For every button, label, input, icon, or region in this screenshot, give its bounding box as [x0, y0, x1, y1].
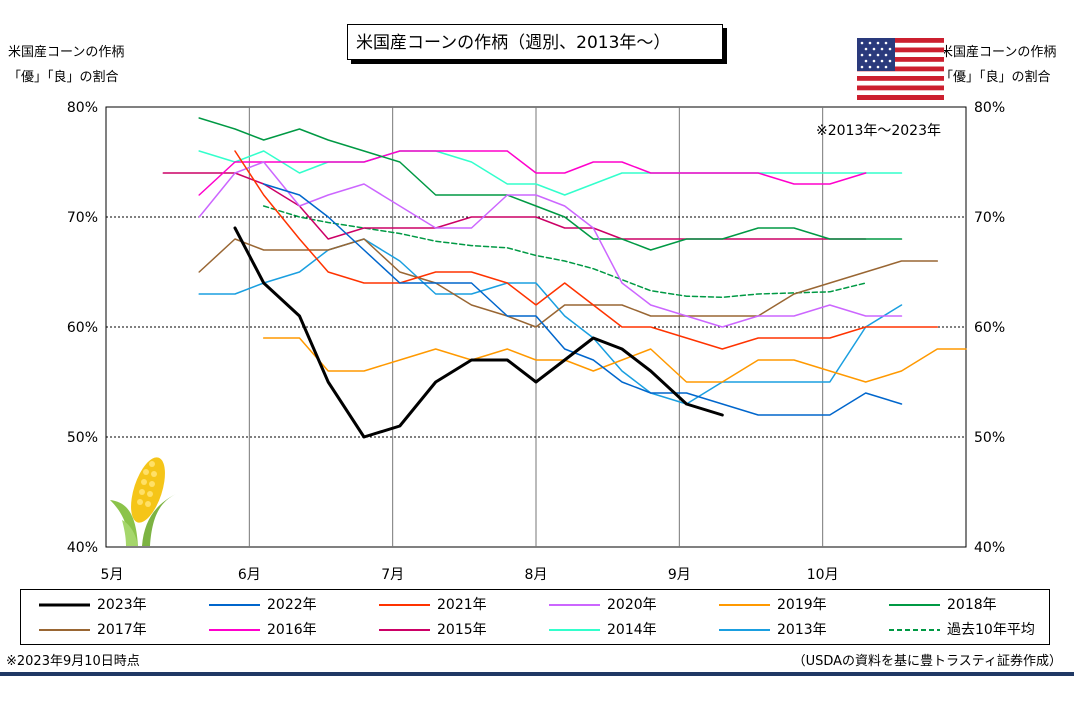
- legend-swatch: [549, 604, 600, 606]
- legend-swatch: [379, 604, 430, 606]
- corn-icon: [110, 457, 176, 546]
- y-tick-label-right: 40%: [974, 540, 1005, 556]
- legend-swatch: [549, 629, 600, 631]
- y-tick-label-left: 50%: [67, 430, 98, 446]
- footnote-date: ※2023年9月10日時点: [6, 654, 140, 669]
- legend-swatch: [719, 629, 770, 631]
- legend-label: 2015年: [437, 622, 487, 638]
- series-line-2014年: [198, 150, 903, 196]
- y-tick-label-right: 60%: [974, 320, 1005, 336]
- legend-label: 2018年: [947, 597, 997, 613]
- chart-tick-labels: 40% 40% 50% 50% 60% 60% 70% 70% 80% 80% 5月 6月 7月 8月 9月…: [67, 100, 1005, 583]
- series-line-2018年: [198, 117, 903, 251]
- chart-legend: 2023年 2022年 2021年 2020年 2019年 2018年 2017年 2016年…: [20, 589, 1050, 645]
- bottom-divider: [0, 672, 1074, 676]
- legend-label: 2016年: [267, 622, 317, 638]
- legend-swatch: [379, 629, 430, 631]
- note-top-right: ※2013年～2023年: [816, 123, 941, 139]
- y-tick-label-right: 50%: [974, 430, 1005, 446]
- x-tick-label: 10月: [807, 567, 839, 583]
- y-tick-label-left: 80%: [67, 100, 98, 116]
- x-tick-label: 7月: [381, 567, 404, 583]
- chart-title: 米国産コーンの作柄（週別、2013年～）: [347, 24, 723, 60]
- left-axis-label-line2: 「優」「良」の割合: [8, 70, 119, 85]
- x-tick-label: 5月: [101, 567, 124, 583]
- legend-swatch: [889, 629, 940, 631]
- legend-label: 2014年: [607, 622, 657, 638]
- legend-label: 過去10年平均: [947, 622, 1035, 638]
- legend-label: 2019年: [777, 597, 827, 613]
- x-tick-label: 9月: [668, 567, 691, 583]
- series-line-2013年: [198, 238, 903, 405]
- y-tick-label-left: 40%: [67, 540, 98, 556]
- left-axis-label-line1: 米国産コーンの作柄: [8, 45, 125, 60]
- legend-swatch: [209, 629, 260, 631]
- x-tick-label: 8月: [525, 567, 548, 583]
- legend-swatch: [39, 629, 90, 631]
- legend-label: 2022年: [267, 597, 317, 613]
- series-line-2023年: [233, 226, 724, 439]
- legend-label: 2021年: [437, 597, 487, 613]
- legend-swatch: [889, 604, 940, 606]
- legend-swatch: [39, 603, 90, 607]
- y-tick-label-right: 80%: [974, 100, 1005, 116]
- series-line-2019年: [262, 337, 967, 383]
- y-tick-label-left: 70%: [67, 210, 98, 226]
- series-line-2022年: [262, 183, 903, 416]
- series-line-2017年: [198, 238, 939, 328]
- legend-label: 2013年: [777, 622, 827, 638]
- legend-label: 2023年: [97, 597, 147, 613]
- series-line-2016年: [198, 150, 867, 196]
- left-axis-label: 米国産コーンの作柄 「優」「良」の割合: [8, 40, 124, 90]
- legend-label: 2017年: [97, 622, 147, 638]
- chart-series-lines: [162, 117, 967, 439]
- right-axis-label-line2: 「優」「良」の割合: [940, 70, 1051, 85]
- right-axis-label: 米国産コーンの作柄 「優」「良」の割合: [940, 40, 1056, 90]
- y-tick-label-left: 60%: [67, 320, 98, 336]
- x-tick-label: 6月: [238, 567, 261, 583]
- right-axis-label-line1: 米国産コーンの作柄: [940, 45, 1057, 60]
- y-tick-label-right: 70%: [974, 210, 1005, 226]
- us-flag-icon: [857, 38, 944, 100]
- legend-swatch: [209, 604, 260, 606]
- series-line-2021年: [234, 150, 939, 350]
- footnote-source: （USDAの資料を基に豊トラスティ証券作成）: [792, 654, 1062, 669]
- series-line-2015年: [162, 172, 867, 240]
- legend-swatch: [719, 604, 770, 606]
- series-line-過去10年平均: [262, 205, 867, 299]
- legend-label: 2020年: [607, 597, 657, 613]
- series-line-2020年: [198, 161, 903, 328]
